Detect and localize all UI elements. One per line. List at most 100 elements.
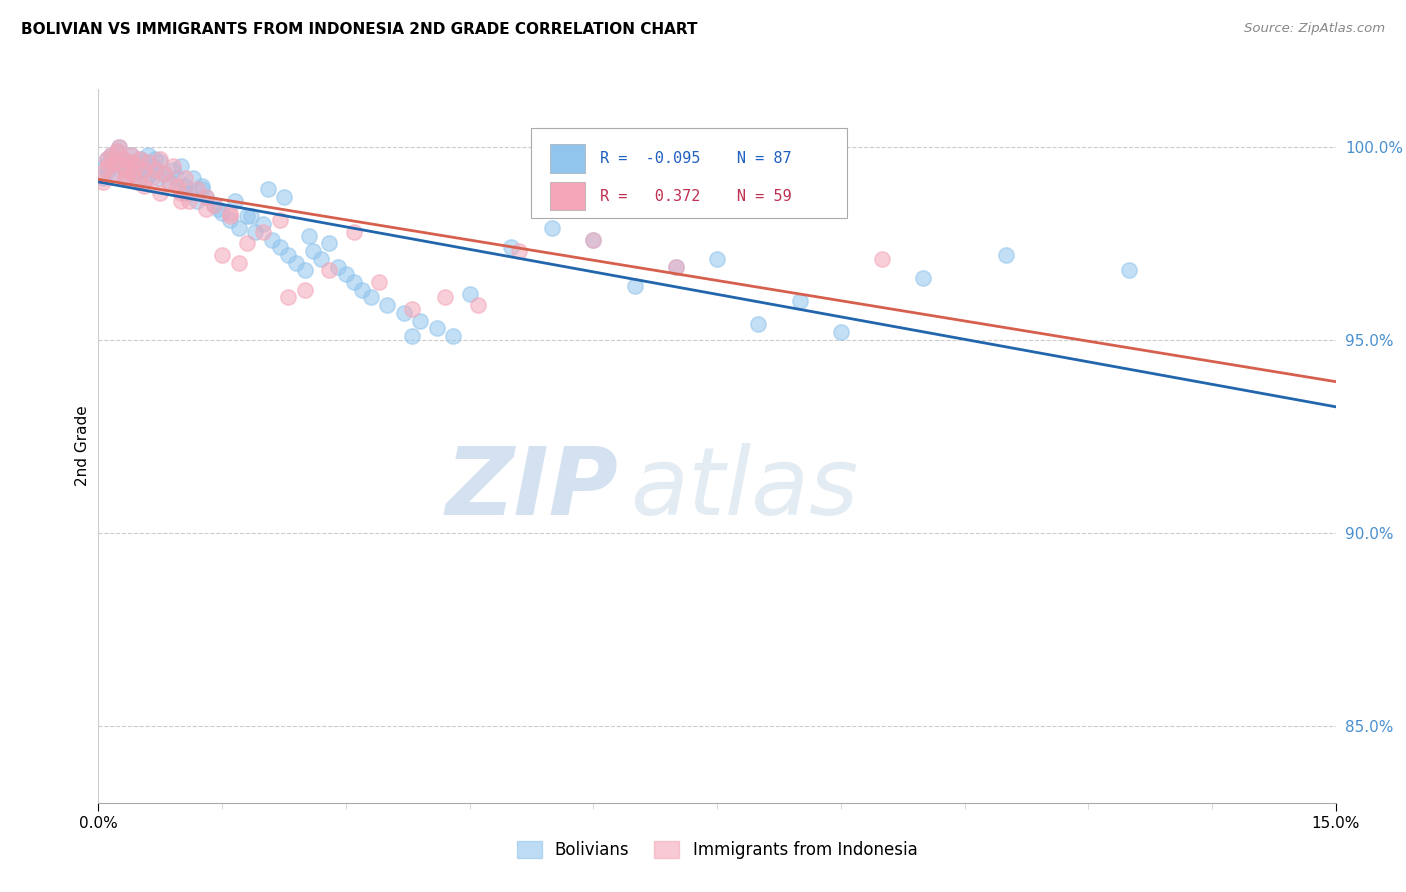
Point xyxy=(181,170,204,185)
Point xyxy=(100,148,122,162)
Point xyxy=(665,260,688,274)
Point xyxy=(136,148,159,162)
Point xyxy=(207,202,229,216)
Point xyxy=(426,321,449,335)
Point xyxy=(582,233,605,247)
Point xyxy=(153,167,176,181)
Point xyxy=(202,198,225,212)
Point xyxy=(120,148,142,162)
Point xyxy=(912,271,935,285)
Point xyxy=(124,159,146,173)
Point xyxy=(174,178,197,193)
Point xyxy=(582,233,605,247)
Point xyxy=(145,163,167,178)
Text: atlas: atlas xyxy=(630,443,859,534)
Point xyxy=(170,159,193,173)
Point xyxy=(118,155,141,169)
Point xyxy=(174,186,197,201)
Point xyxy=(467,298,489,312)
Point xyxy=(132,155,155,169)
FancyBboxPatch shape xyxy=(550,144,585,172)
Point xyxy=(830,325,852,339)
Point xyxy=(124,159,146,173)
Point xyxy=(91,175,114,189)
Legend: Bolivians, Immigrants from Indonesia: Bolivians, Immigrants from Indonesia xyxy=(510,834,924,866)
Point xyxy=(112,152,135,166)
Point xyxy=(162,163,184,178)
Point xyxy=(108,140,131,154)
Point xyxy=(157,175,180,189)
Text: R =   0.372    N = 59: R = 0.372 N = 59 xyxy=(599,188,792,203)
Point xyxy=(122,167,145,181)
Point xyxy=(318,236,340,251)
Point xyxy=(228,221,250,235)
Point xyxy=(994,248,1017,262)
Point xyxy=(260,233,283,247)
Point xyxy=(162,159,184,173)
Point xyxy=(110,159,132,173)
Point xyxy=(157,175,180,189)
Point xyxy=(219,213,242,227)
Point xyxy=(149,186,172,201)
Point xyxy=(1118,263,1140,277)
Point xyxy=(96,152,118,166)
Point xyxy=(273,190,295,204)
Point xyxy=(194,202,217,216)
Point xyxy=(117,163,139,178)
Point xyxy=(789,294,811,309)
Point xyxy=(141,159,163,173)
Point xyxy=(285,256,308,270)
Point xyxy=(179,194,201,208)
Point xyxy=(219,205,242,219)
Point xyxy=(401,301,423,316)
Point xyxy=(170,186,193,201)
Point xyxy=(97,163,120,178)
Point xyxy=(243,225,266,239)
Point xyxy=(277,291,299,305)
Point xyxy=(103,167,125,181)
Point xyxy=(166,178,188,193)
Point xyxy=(149,155,172,169)
Point xyxy=(104,155,127,169)
Point xyxy=(94,163,117,178)
Point xyxy=(318,263,340,277)
Point xyxy=(228,256,250,270)
Point xyxy=(97,159,120,173)
Point xyxy=(110,159,132,173)
Point xyxy=(541,221,564,235)
Point xyxy=(508,244,530,259)
Point xyxy=(211,205,233,219)
Point xyxy=(623,279,645,293)
Point xyxy=(409,313,432,327)
Point xyxy=(149,152,172,166)
Point xyxy=(114,170,136,185)
Point xyxy=(132,178,155,193)
Point xyxy=(360,291,382,305)
Point xyxy=(298,228,321,243)
Point xyxy=(105,144,128,158)
Point xyxy=(100,148,122,162)
Point xyxy=(392,306,415,320)
Point xyxy=(343,225,366,239)
Point xyxy=(219,210,242,224)
Text: ZIP: ZIP xyxy=(446,442,619,535)
Point xyxy=(375,298,398,312)
FancyBboxPatch shape xyxy=(531,128,846,218)
Point xyxy=(117,163,139,178)
Point xyxy=(343,275,366,289)
Point xyxy=(153,167,176,181)
Point xyxy=(170,194,193,208)
Point xyxy=(499,240,522,254)
Point xyxy=(91,170,114,185)
Point xyxy=(202,198,225,212)
Point xyxy=(211,248,233,262)
Point xyxy=(190,178,212,193)
Point xyxy=(458,286,481,301)
Point xyxy=(326,260,349,274)
Point xyxy=(665,260,688,274)
Point xyxy=(145,163,167,178)
Point xyxy=(747,318,769,332)
Point xyxy=(146,170,169,185)
Point xyxy=(166,170,188,185)
Point xyxy=(127,175,149,189)
